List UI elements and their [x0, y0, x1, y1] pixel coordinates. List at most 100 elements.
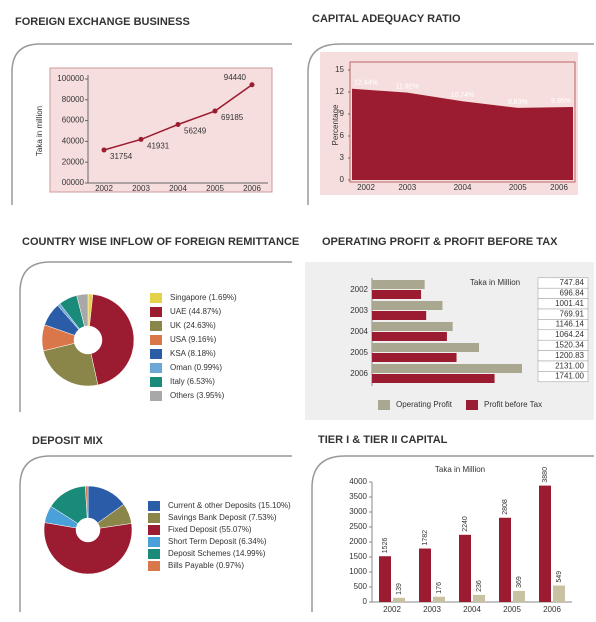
bar: [553, 585, 565, 602]
table-value: 747.84: [560, 278, 585, 287]
data-label: 56249: [184, 127, 207, 136]
data-label: 41931: [147, 142, 170, 151]
legend-swatch: [150, 293, 162, 303]
legend-label: Deposit Schemes (14.99%): [168, 549, 266, 558]
y-tick-label: 6: [340, 131, 345, 140]
x-tick-label: 2003: [423, 605, 441, 614]
legend-label: Fixed Deposit (55.07%): [168, 525, 252, 534]
x-tick-label: 2003: [398, 183, 416, 192]
y-tick-label: 3500: [349, 492, 367, 501]
slice: [76, 293, 89, 327]
data-label: 2808: [502, 499, 509, 515]
chart-title: DEPOSIT MIX: [32, 435, 104, 447]
x-tick-label: 2005: [509, 183, 527, 192]
bar: [372, 290, 422, 299]
frames: [11, 43, 594, 612]
legend-swatch: [148, 525, 160, 535]
bar: [379, 556, 391, 602]
legend-swatch: [148, 549, 160, 559]
y-axis-label: Taka in million: [35, 106, 44, 156]
x-tick-label: 2003: [132, 184, 150, 193]
y-tick-label: 12: [335, 87, 344, 96]
legend-label: Operating Profit: [396, 400, 453, 409]
data-label: 2240: [462, 516, 469, 532]
y-tick-label: 00000: [62, 178, 85, 187]
y-tick-label: 2002: [350, 285, 368, 294]
y-tick-label: 2500: [349, 522, 367, 531]
x-tick-label: 2002: [357, 183, 375, 192]
chart-title: TIER I & TIER II CAPITAL: [318, 434, 448, 446]
x-tick-label: 2004: [169, 184, 187, 193]
table-value: 2131.00: [555, 361, 584, 370]
table-value: 1200.83: [555, 351, 584, 360]
bar: [372, 332, 447, 341]
point: [212, 108, 218, 114]
legend-swatch: [150, 321, 162, 331]
bar: [372, 322, 453, 331]
chart-title: FOREIGN EXCHANGE BUSINESS: [15, 16, 190, 28]
point: [101, 147, 107, 153]
table-value: 769.91: [560, 309, 585, 318]
legend-label: Profit before Tax: [484, 400, 542, 409]
y-tick-label: 2006: [350, 369, 368, 378]
y-tick-label: 40000: [62, 137, 85, 146]
y-tick-label: 3000: [349, 507, 367, 516]
plot-frame: [349, 61, 576, 183]
legend-swatch: [148, 561, 160, 571]
table-value: 1064.24: [555, 330, 584, 339]
data-label: 139: [396, 583, 403, 595]
bar: [459, 534, 471, 602]
table-value: 1146.14: [556, 320, 585, 329]
table-value: 1520.34: [555, 341, 584, 350]
bar: [372, 343, 480, 352]
x-tick-label: 2004: [463, 605, 481, 614]
legend-label: USA (9.16%): [170, 335, 217, 344]
data-label: 9.83%: [508, 99, 528, 106]
bar: [372, 301, 443, 310]
legend-swatch: [150, 349, 162, 359]
legend-label: KSA (8.18%): [170, 349, 216, 358]
bar: [372, 280, 425, 289]
frame: [307, 43, 594, 205]
slice: [43, 343, 99, 387]
data-label: 1526: [382, 538, 389, 554]
data-label: 1782: [422, 530, 429, 546]
y-tick-label: 15: [335, 65, 344, 74]
legend-label: Others (3.95%): [170, 391, 225, 400]
legend-swatch: [150, 391, 162, 401]
bar: [372, 311, 427, 320]
annotation: Taka in Million: [435, 465, 485, 474]
data-label: 549: [556, 571, 563, 583]
x-tick-label: 2004: [454, 183, 472, 192]
plot-bg: [49, 67, 273, 193]
legend-swatch: [150, 363, 162, 373]
legend-swatch: [148, 501, 160, 511]
legend-label: Singapore (1.69%): [170, 293, 237, 302]
legend-swatch: [150, 307, 162, 317]
chart-title: CAPITAL ADEQUACY RATIO: [312, 13, 461, 25]
frame: [19, 261, 292, 412]
data-label: 3880: [542, 467, 549, 483]
legend-label: UK (24.63%): [170, 321, 216, 330]
bar: [499, 517, 511, 602]
point: [138, 136, 144, 142]
y-tick-label: 4000: [349, 477, 367, 486]
legend-swatch: [148, 537, 160, 547]
annotation: Taka in Million: [470, 278, 520, 287]
x-tick-label: 2006: [550, 183, 568, 192]
bar: [513, 590, 525, 602]
legend-label: Oman (0.99%): [170, 363, 222, 372]
slice: [85, 485, 89, 519]
data-label: 9.95%: [551, 98, 571, 105]
bar: [372, 374, 495, 383]
frame: [11, 43, 292, 205]
x-tick-label: 2002: [383, 605, 401, 614]
legend-swatch: [150, 335, 162, 345]
bar: [393, 597, 405, 602]
x-tick-label: 2005: [206, 184, 224, 193]
data-label: 176: [436, 582, 443, 594]
y-tick-label: 0: [363, 597, 368, 606]
y-axis-label: Percentage: [331, 104, 340, 145]
data-label: 94440: [224, 73, 247, 82]
